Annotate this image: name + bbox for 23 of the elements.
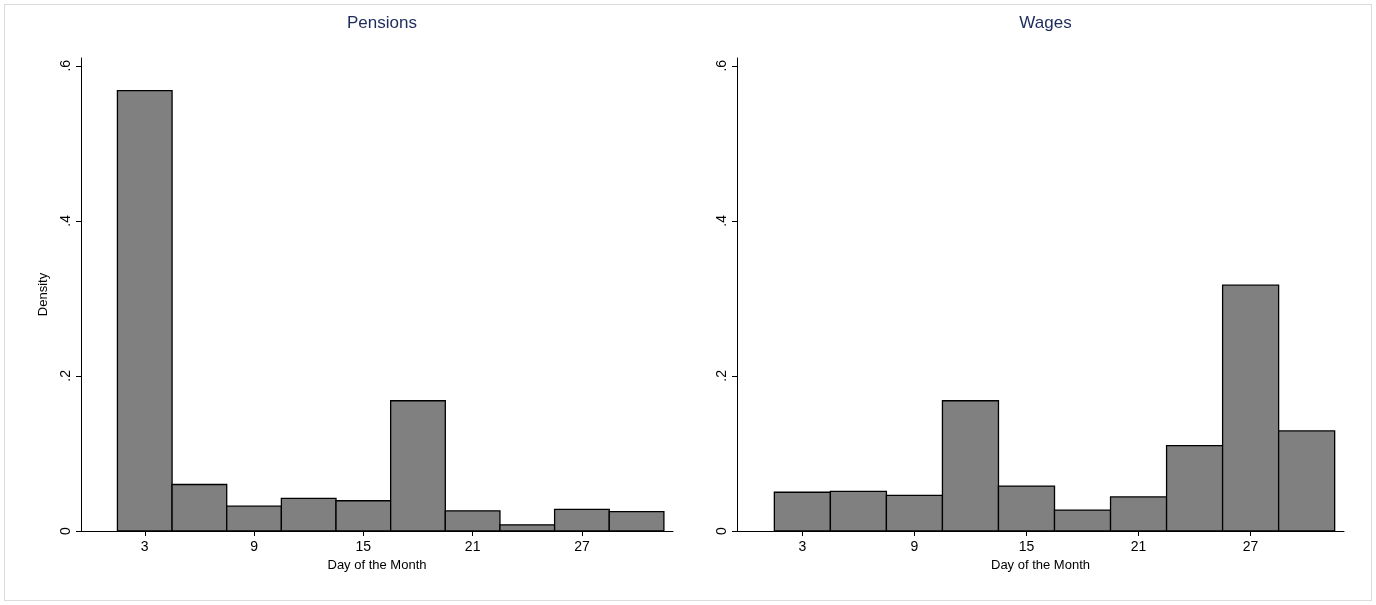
x-axis-title: Day of the Month xyxy=(327,556,427,572)
y-tick-label: .2 xyxy=(57,369,73,382)
y-tick-label: 0 xyxy=(713,526,729,535)
y-tick-label: .4 xyxy=(713,214,729,227)
chart-title: Wages xyxy=(1019,13,1072,32)
x-tick-label: 21 xyxy=(1130,538,1147,554)
y-tick-label: .6 xyxy=(713,59,729,72)
x-tick-label: 9 xyxy=(250,538,259,554)
chart-title: Pensions xyxy=(347,13,417,32)
x-tick-label: 27 xyxy=(574,538,590,554)
y-tick-label: .4 xyxy=(57,214,73,227)
x-axis-title: Day of the Month xyxy=(991,556,1090,572)
x-tick-label: 15 xyxy=(355,538,372,554)
x-tick-label: 3 xyxy=(798,538,807,554)
y-tick-label: .2 xyxy=(713,369,729,382)
y-axis-title: Density xyxy=(35,272,50,317)
x-tick-label: 27 xyxy=(1242,538,1259,554)
x-tick-label: 3 xyxy=(140,538,149,554)
y-tick-label: 0 xyxy=(57,526,73,535)
x-tick-label: 15 xyxy=(1018,538,1035,554)
x-tick-label: 9 xyxy=(910,538,919,554)
y-tick-label: .6 xyxy=(57,59,73,72)
x-tick-label: 21 xyxy=(464,538,481,554)
